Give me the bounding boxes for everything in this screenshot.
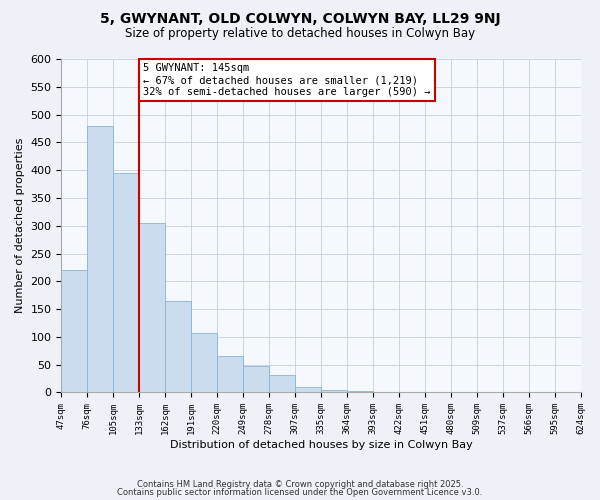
X-axis label: Distribution of detached houses by size in Colwyn Bay: Distribution of detached houses by size …: [170, 440, 472, 450]
Text: Size of property relative to detached houses in Colwyn Bay: Size of property relative to detached ho…: [125, 28, 475, 40]
Bar: [243, 366, 269, 392]
Bar: [269, 374, 295, 392]
Bar: [165, 301, 191, 392]
Bar: [139, 223, 165, 392]
Bar: [88, 126, 113, 392]
Bar: [191, 333, 217, 392]
Y-axis label: Number of detached properties: Number of detached properties: [15, 138, 25, 314]
Text: 5, GWYNANT, OLD COLWYN, COLWYN BAY, LL29 9NJ: 5, GWYNANT, OLD COLWYN, COLWYN BAY, LL29…: [100, 12, 500, 26]
Text: 5 GWYNANT: 145sqm
← 67% of detached houses are smaller (1,219)
32% of semi-detac: 5 GWYNANT: 145sqm ← 67% of detached hous…: [143, 64, 431, 96]
Bar: [295, 387, 321, 392]
Bar: [61, 270, 88, 392]
Bar: [217, 356, 243, 392]
Bar: [321, 390, 347, 392]
Text: Contains public sector information licensed under the Open Government Licence v3: Contains public sector information licen…: [118, 488, 482, 497]
Text: Contains HM Land Registry data © Crown copyright and database right 2025.: Contains HM Land Registry data © Crown c…: [137, 480, 463, 489]
Bar: [113, 173, 139, 392]
